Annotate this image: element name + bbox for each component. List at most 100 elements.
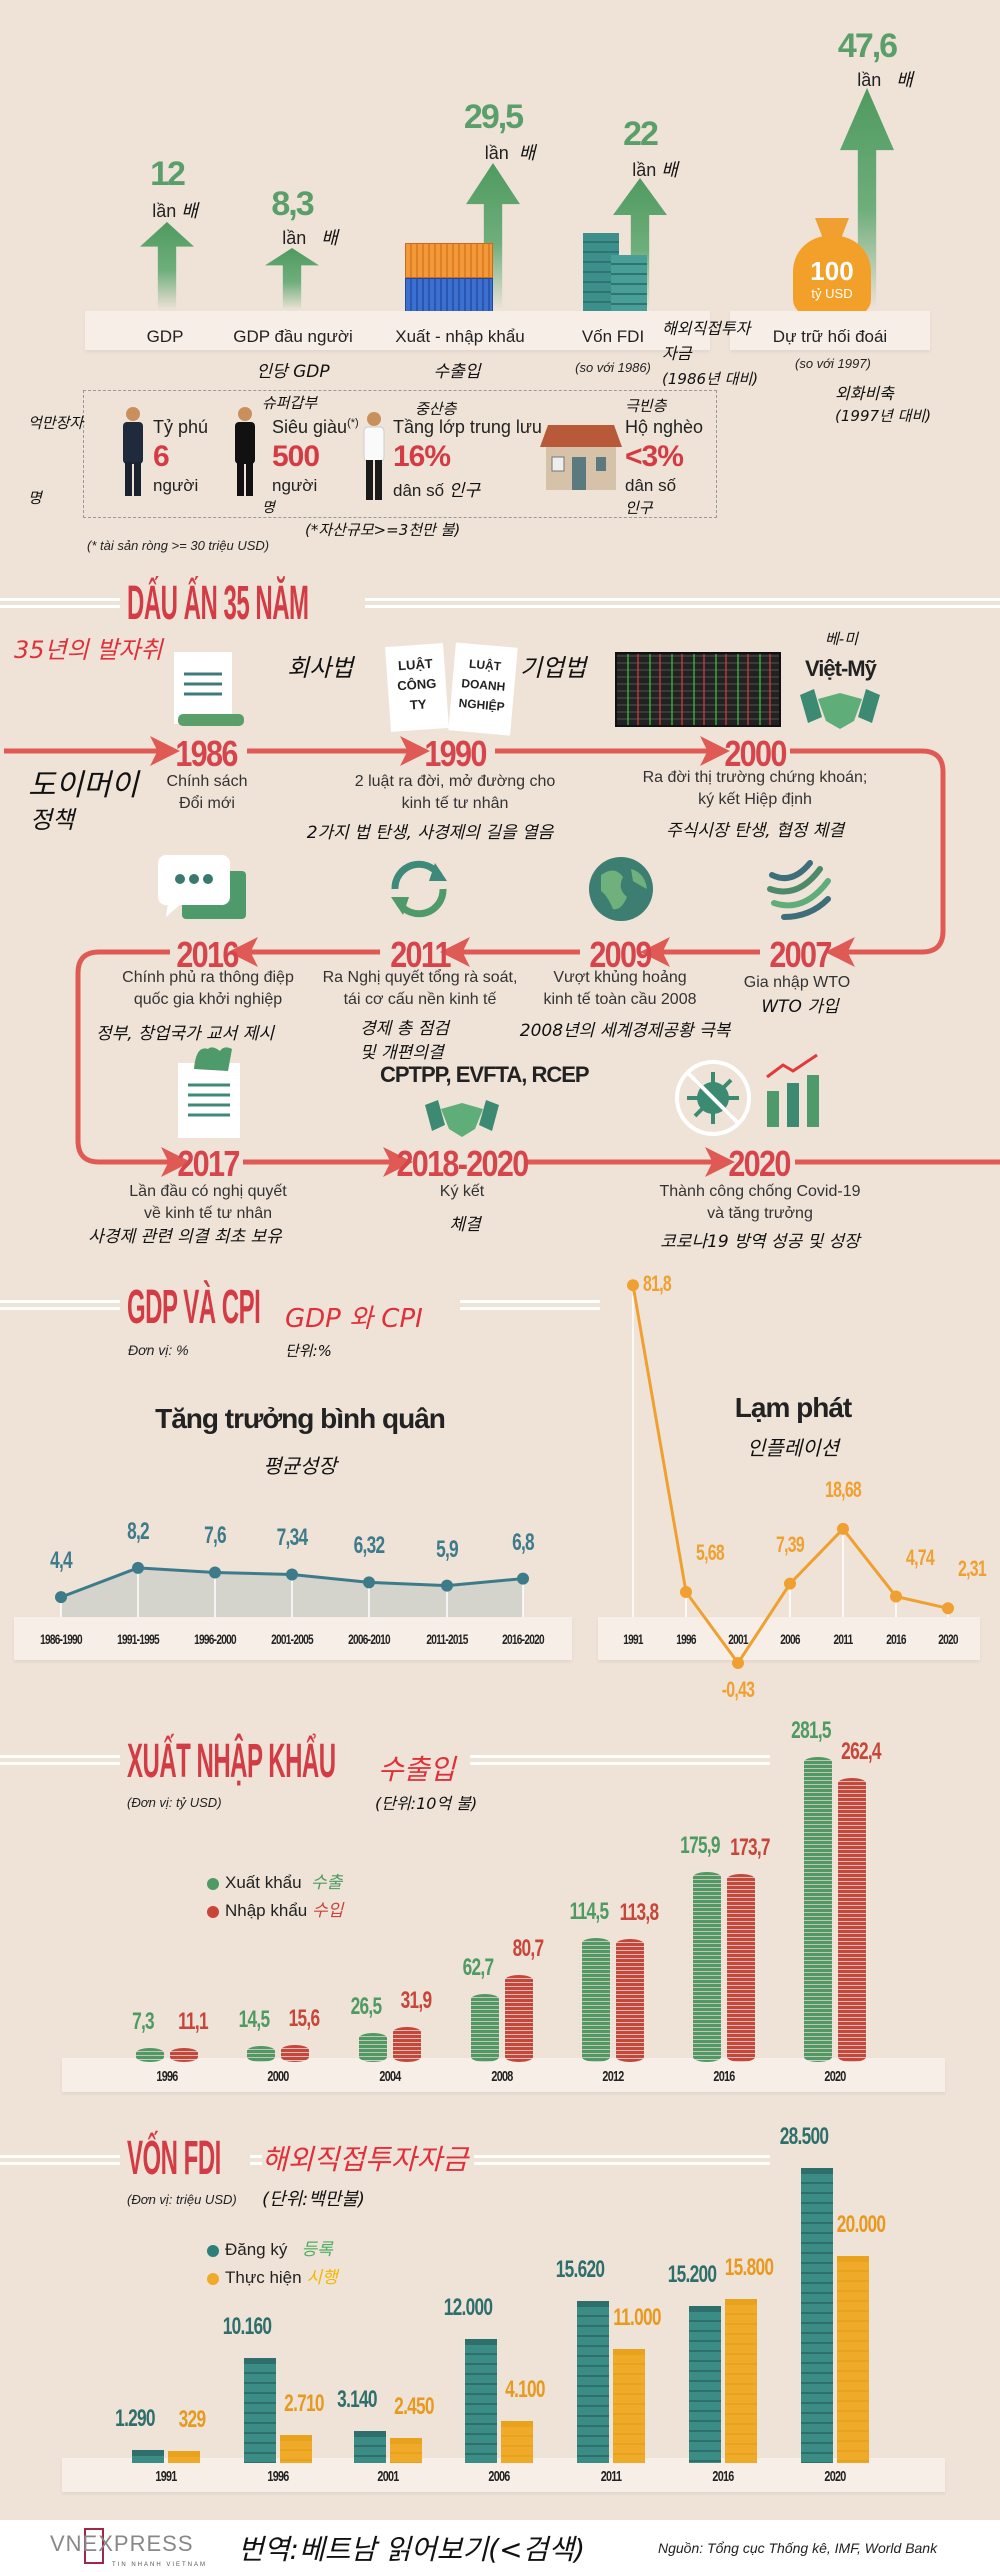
middle-class-title-ko: 중산층 xyxy=(415,400,457,418)
event-2017-ko: 사경제 관련 의결 최초 보유 xyxy=(88,1227,282,1247)
export-value-label: 62,7 xyxy=(462,1954,494,1982)
event-2017-desc: Lần đầu có nghị quyết về kinh tế tư nhân xyxy=(129,1183,287,1222)
super-rich-title: Siêu giàu(*) xyxy=(272,417,359,437)
year-2007: 2007 xyxy=(769,934,832,975)
gdp-cpi-title: GDP VÀ CPI xyxy=(127,1281,261,1334)
event-2000-ko: 주식시장 탄생, 협정 체결 xyxy=(665,821,845,841)
super-rich-unit: người xyxy=(272,476,318,495)
export-bar xyxy=(247,2046,275,2062)
event-1990-ko: 2가지 법 탄생, 사경제의 길을 열음 xyxy=(306,823,554,843)
footer: VNEXPRESS TIN NHANH VIETNAM 번역:베트남 읽어보기(… xyxy=(0,2520,1000,2572)
cpi-point xyxy=(627,1279,639,1292)
rich-man-icon xyxy=(235,407,255,496)
fdi-unit: (Đơn vị: triệu USD) xyxy=(127,2192,237,2207)
fdi-implemented-bar xyxy=(280,2434,312,2463)
divider-line xyxy=(460,1300,600,1310)
fdi-implemented-bar xyxy=(837,2256,869,2463)
gdp-multiplier: 12 xyxy=(150,155,186,193)
import-bar xyxy=(281,2045,309,2062)
gdp-unit: lần 배 xyxy=(152,201,198,222)
timeline-path xyxy=(4,736,1000,1177)
fdi-title-ko: 해외직접투자자금 xyxy=(262,2138,475,2178)
trade-multiplier: 29,5 xyxy=(463,98,524,136)
cpi-tick-label: 1996 xyxy=(676,1631,696,1647)
fdi-implemented-value-label: 2.710 xyxy=(284,2389,324,2417)
gdp-point xyxy=(132,1561,144,1574)
globe-icon xyxy=(589,857,653,921)
divider-line xyxy=(0,2155,120,2165)
cpi-point xyxy=(784,1577,796,1590)
legend-implemented: Thực hiện 시행 xyxy=(207,2263,338,2288)
event-2009-ko: 2008년의 세계경제공황 극복 xyxy=(519,1021,731,1041)
fdi-registered-bar xyxy=(244,2357,276,2463)
trade-year-label: 1996 xyxy=(156,2068,178,2085)
billionaire-unit: người xyxy=(153,476,199,495)
trade-year-label: 2000 xyxy=(267,2068,289,2085)
fdi-title: VỐN FDI xyxy=(127,2132,221,2185)
gdp-value-label: 7,6 xyxy=(204,1522,227,1550)
gdp-value-label: 7,34 xyxy=(276,1524,308,1552)
fdi-year-label: 2020 xyxy=(824,2468,846,2485)
legend-registered-dot xyxy=(207,2244,219,2257)
legend-registered: Đăng ký 등록 xyxy=(207,2235,333,2260)
fdi-unit: lần 배 xyxy=(632,160,678,181)
divider-line xyxy=(365,598,1000,608)
fdi-registered-value-label: 15.200 xyxy=(667,2260,717,2288)
fdi-implemented-value-label: 329 xyxy=(178,2406,206,2433)
billionaire-count: 6 xyxy=(153,440,170,473)
export-bar xyxy=(471,1994,499,2062)
chat-bubble-icon xyxy=(158,855,246,919)
footnote-ko: (*자산규모>=3천만 불) xyxy=(305,521,461,539)
year-2009: 2009 xyxy=(589,934,652,975)
viet-my-ko: 베-미 xyxy=(825,630,859,648)
reserves-multiplier: 47,6 xyxy=(837,27,898,65)
cpi-chart-platform xyxy=(598,1617,980,1660)
label-trade: Xuất - nhập khẩu xyxy=(395,327,525,346)
import-value-label: 11,1 xyxy=(178,2008,209,2035)
timeline-title: DẤU ẤN 35 NĂM xyxy=(127,577,309,630)
handshake-icon xyxy=(425,1100,499,1137)
import-bar xyxy=(393,2027,421,2062)
gdp-tick-label: 2011-2015 xyxy=(426,1631,468,1647)
fdi-registered-bar xyxy=(577,2301,609,2463)
label-fdi-ko-2: 자금 xyxy=(662,344,692,363)
year-2020: 2020 xyxy=(728,1143,791,1184)
event-2011-ko-2: 및 개편의결 xyxy=(360,1043,444,1063)
fdi-registered-value-label: 12.000 xyxy=(443,2293,493,2321)
super-rich-title-ko: 슈퍼갑부 xyxy=(262,394,318,412)
footnote: (* tài sản ròng >= 30 triệu USD) xyxy=(87,538,270,553)
fdi-implemented-value-label: 2.450 xyxy=(394,2392,434,2420)
year-2000: 2000 xyxy=(724,733,787,774)
cpi-chart-title: Lạm phát xyxy=(734,1392,852,1423)
trade-chart-platform xyxy=(62,2058,945,2092)
document-icon xyxy=(174,652,244,726)
label-gdp: GDP xyxy=(146,327,184,346)
cpi-point xyxy=(890,1590,902,1603)
reserves-platform xyxy=(730,311,930,350)
cpi-tick-label: 2001 xyxy=(728,1631,748,1647)
poor-title-ko: 극빈층 xyxy=(625,397,667,415)
viet-my-label: Việt-Mỹ xyxy=(805,656,877,681)
gdp-value-label: 6,32 xyxy=(353,1532,385,1560)
bag-unit: tỷ USD xyxy=(811,286,853,301)
gdp-cpi-title-ko: GDP 와 CPI xyxy=(285,1304,423,1334)
growth-chart-icon xyxy=(766,1053,819,1127)
fdi-implemented-bar xyxy=(390,2437,422,2463)
event-2007-desc: Gia nhập WTO xyxy=(743,974,851,991)
import-bar xyxy=(838,1777,866,2062)
cpi-value-label: 4,74 xyxy=(906,1544,935,1570)
bag-value: 100 xyxy=(810,256,854,286)
fdi-registered-bar xyxy=(689,2305,721,2463)
money-bag-icon: 100 tỷ USD xyxy=(793,218,871,315)
legend-export-dot xyxy=(207,1877,219,1890)
overview-platform xyxy=(85,311,710,350)
event-2007-ko: WTO 가입 xyxy=(761,997,839,1017)
trade-year-label: 2020 xyxy=(824,2068,846,2085)
fdi-note-ko: (1986년 대비) xyxy=(662,370,759,388)
fdi-implemented-bar xyxy=(501,2420,533,2463)
cpi-value-label: 5,68 xyxy=(696,1539,725,1565)
middle-class-unit: dân số 인구 xyxy=(393,481,481,501)
year-1990: 1990 xyxy=(424,733,487,774)
middle-class-share: 16% xyxy=(393,440,451,473)
cpi-value-label: 2,31 xyxy=(958,1556,987,1582)
